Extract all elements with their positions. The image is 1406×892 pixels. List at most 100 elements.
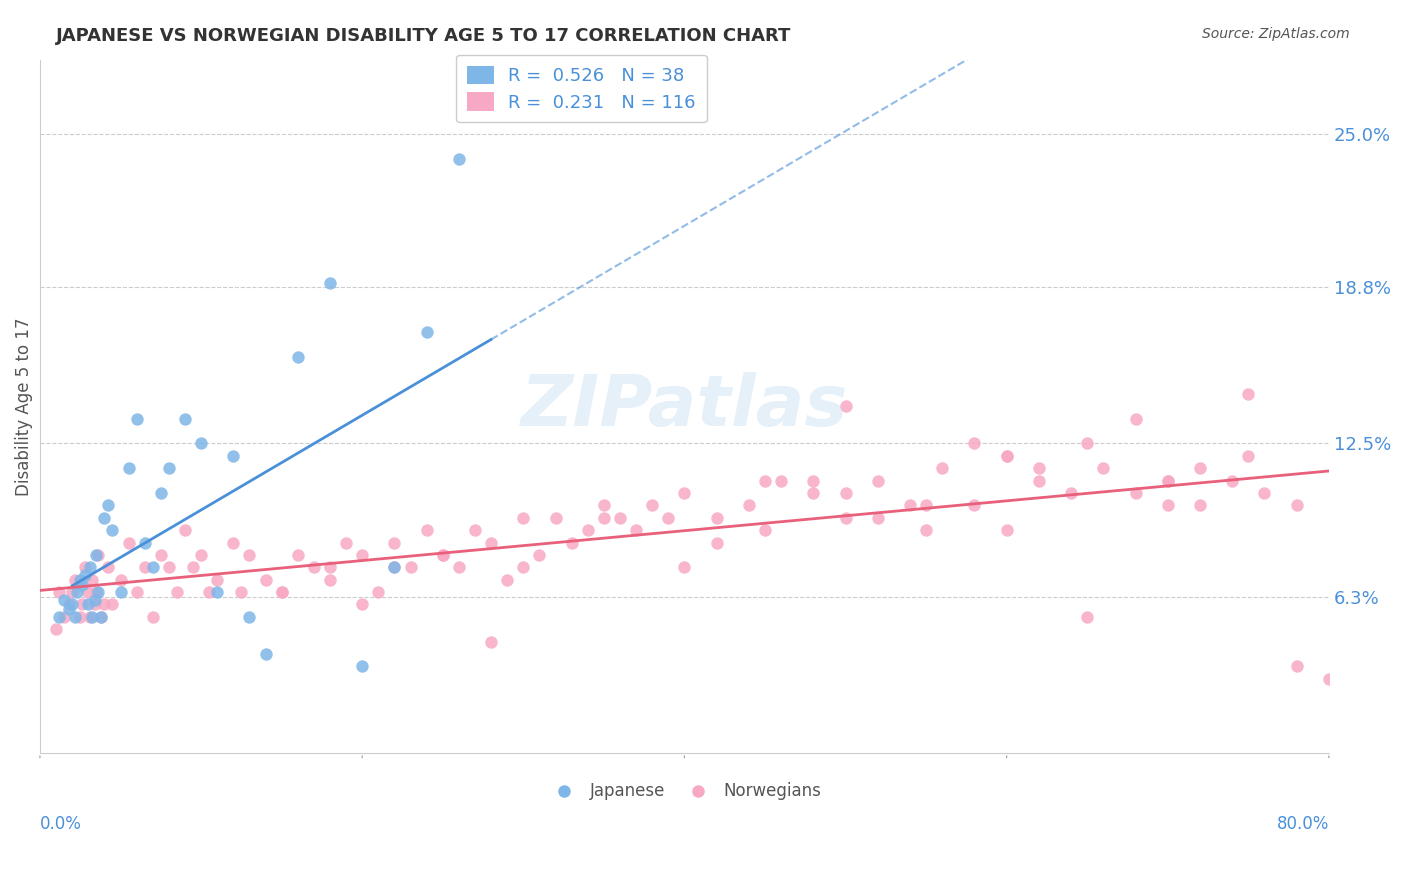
Point <box>1157 499 1180 513</box>
Point <box>1253 486 1275 500</box>
Point <box>87 585 110 599</box>
Point <box>1060 486 1083 500</box>
Point <box>90 610 112 624</box>
Point <box>198 585 221 599</box>
Point <box>142 560 165 574</box>
Point <box>447 560 470 574</box>
Point <box>706 510 728 524</box>
Point <box>238 548 260 562</box>
Point <box>60 585 83 599</box>
Point <box>48 585 70 599</box>
Point <box>801 486 824 500</box>
Point <box>97 499 120 513</box>
Point <box>53 610 76 624</box>
Point <box>270 585 292 599</box>
Point <box>1285 499 1308 513</box>
Point <box>231 585 253 599</box>
Point <box>190 548 212 562</box>
Point <box>65 610 87 624</box>
Point <box>97 560 120 574</box>
Point <box>1188 461 1211 475</box>
Point <box>93 598 115 612</box>
Text: 0.0%: 0.0% <box>39 815 82 833</box>
Point <box>866 474 889 488</box>
Point <box>287 350 309 364</box>
Point <box>384 535 406 549</box>
Point <box>1220 474 1243 488</box>
Point <box>464 523 486 537</box>
Point <box>335 535 357 549</box>
Point <box>963 499 986 513</box>
Point <box>53 592 76 607</box>
Point <box>66 585 89 599</box>
Point <box>142 610 165 624</box>
Text: Source: ZipAtlas.com: Source: ZipAtlas.com <box>1202 27 1350 41</box>
Point <box>352 548 374 562</box>
Point <box>1157 474 1180 488</box>
Point <box>254 573 277 587</box>
Point <box>125 411 148 425</box>
Point <box>83 592 105 607</box>
Point <box>80 573 103 587</box>
Point <box>1237 387 1260 401</box>
Point <box>915 499 938 513</box>
Point <box>834 400 856 414</box>
Point <box>134 535 156 549</box>
Point <box>117 535 139 549</box>
Point <box>110 573 132 587</box>
Point <box>834 486 856 500</box>
Point <box>1157 474 1180 488</box>
Point <box>352 598 374 612</box>
Point <box>60 598 83 612</box>
Point <box>70 577 93 591</box>
Point <box>48 610 70 624</box>
Point <box>1028 474 1050 488</box>
Point <box>995 449 1018 463</box>
Point <box>319 276 342 290</box>
Point <box>915 523 938 537</box>
Point <box>1028 461 1050 475</box>
Point <box>995 449 1018 463</box>
Point <box>447 152 470 166</box>
Point <box>87 548 110 562</box>
Point <box>222 449 245 463</box>
Point <box>801 474 824 488</box>
Point <box>415 523 437 537</box>
Point <box>592 499 614 513</box>
Point <box>69 610 91 624</box>
Point <box>302 560 325 574</box>
Point <box>1188 499 1211 513</box>
Point <box>134 560 156 574</box>
Point <box>1317 672 1340 686</box>
Point <box>754 474 776 488</box>
Point <box>101 598 124 612</box>
Point <box>79 560 101 574</box>
Point <box>384 560 406 574</box>
Point <box>384 560 406 574</box>
Point <box>866 510 889 524</box>
Point <box>834 510 856 524</box>
Point <box>181 560 204 574</box>
Point <box>641 499 664 513</box>
Point <box>319 560 342 574</box>
Point <box>770 474 793 488</box>
Point <box>101 523 124 537</box>
Point <box>238 610 260 624</box>
Point <box>58 602 80 616</box>
Point <box>117 461 139 475</box>
Point <box>319 573 342 587</box>
Point <box>205 573 228 587</box>
Point <box>69 573 91 587</box>
Point <box>73 567 96 582</box>
Point <box>576 523 599 537</box>
Point <box>157 560 180 574</box>
Point <box>754 523 776 537</box>
Point <box>352 659 374 673</box>
Point <box>399 560 422 574</box>
Point <box>544 510 567 524</box>
Point <box>174 411 197 425</box>
Point <box>125 585 148 599</box>
Point <box>149 486 172 500</box>
Point <box>157 461 180 475</box>
Point <box>86 548 108 562</box>
